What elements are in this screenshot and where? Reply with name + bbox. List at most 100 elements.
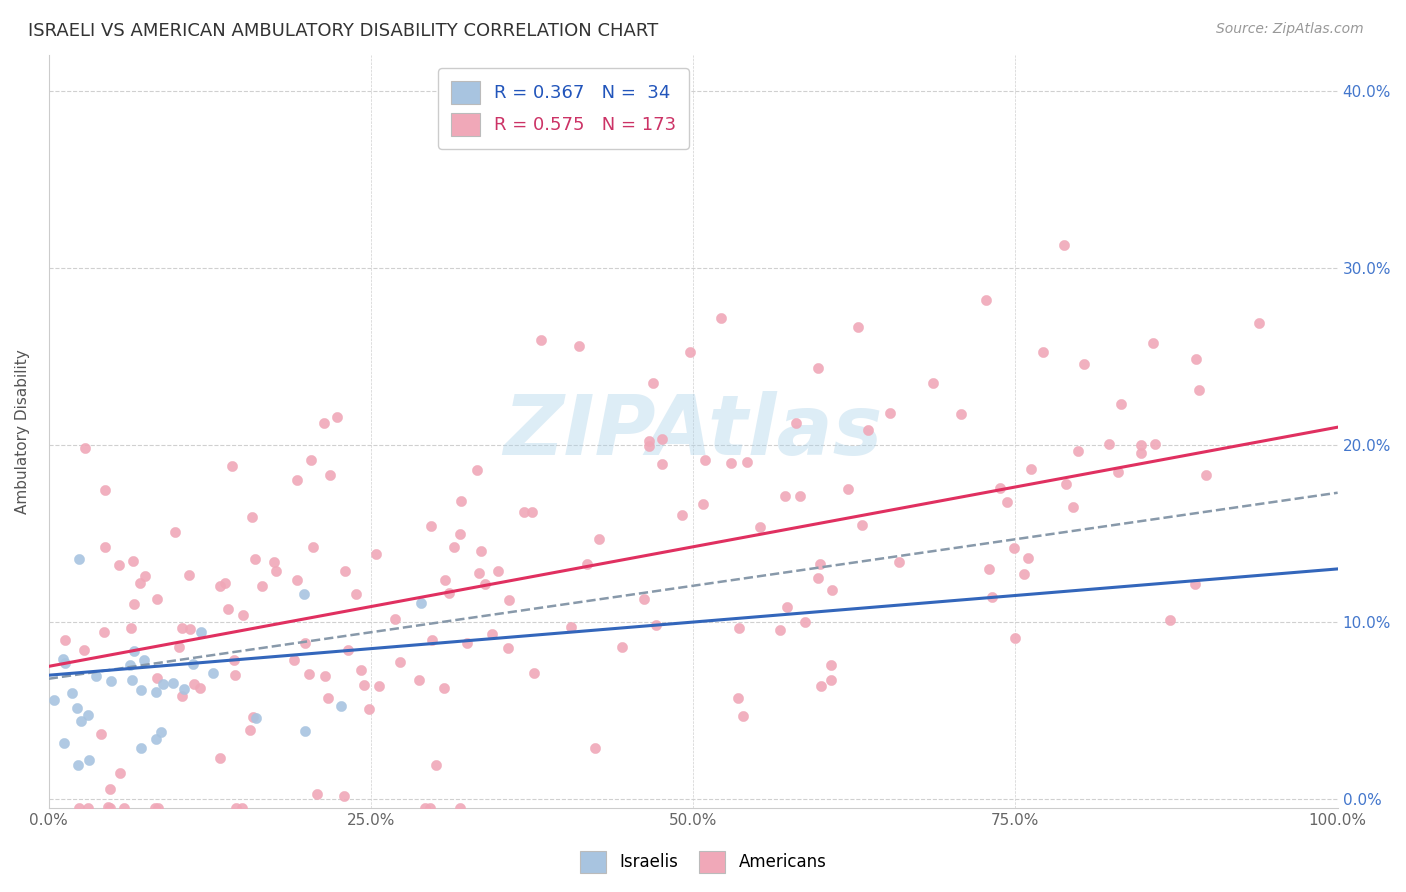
Point: [66, 701, 89, 715]
Point: [837, 482, 859, 496]
Point: [264, 564, 287, 578]
Point: [856, 423, 879, 437]
Point: [1062, 500, 1084, 514]
Point: [1053, 238, 1076, 252]
Point: [1184, 352, 1206, 367]
Point: [776, 600, 799, 615]
Point: [152, 677, 174, 691]
Point: [419, 801, 441, 815]
Point: [384, 612, 406, 626]
Point: [285, 473, 308, 487]
Point: [245, 711, 267, 725]
Point: [69, 801, 91, 815]
Point: [122, 644, 145, 658]
Point: [1247, 316, 1270, 330]
Point: [118, 658, 141, 673]
Point: [134, 569, 156, 583]
Point: [312, 416, 335, 430]
Point: [93, 540, 115, 554]
Point: [523, 665, 546, 680]
Point: [167, 640, 190, 654]
Point: [1109, 397, 1132, 411]
Point: [146, 591, 169, 606]
Point: [1017, 550, 1039, 565]
Point: [1054, 477, 1077, 491]
Point: [232, 608, 254, 623]
Point: [337, 643, 360, 657]
Point: [222, 652, 245, 666]
Point: [583, 740, 606, 755]
Point: [242, 710, 264, 724]
Text: Source: ZipAtlas.com: Source: ZipAtlas.com: [1216, 22, 1364, 37]
Point: [294, 636, 316, 650]
Point: [359, 702, 381, 716]
Point: [77, 708, 100, 723]
Point: [638, 434, 661, 448]
Point: [748, 519, 770, 533]
Point: [292, 587, 315, 601]
Point: [307, 787, 329, 801]
Point: [456, 636, 478, 650]
Point: [242, 509, 264, 524]
Point: [1184, 576, 1206, 591]
Point: [329, 699, 352, 714]
Point: [610, 640, 633, 655]
Point: [879, 407, 901, 421]
Point: [60, 686, 83, 700]
Point: [821, 583, 844, 598]
Point: [807, 571, 830, 585]
Point: [949, 408, 972, 422]
Point: [344, 587, 367, 601]
Point: [298, 667, 321, 681]
Point: [411, 596, 433, 610]
Point: [165, 524, 187, 539]
Point: [922, 376, 945, 390]
Point: [129, 576, 152, 591]
Point: [1107, 465, 1129, 479]
Point: [889, 555, 911, 569]
Point: [70, 714, 93, 728]
Point: [90, 727, 112, 741]
Point: [162, 676, 184, 690]
Point: [100, 673, 122, 688]
Point: [146, 801, 169, 815]
Point: [979, 562, 1001, 576]
Point: [413, 801, 436, 815]
Point: [52, 736, 75, 750]
Point: [1188, 383, 1211, 397]
Point: [851, 517, 873, 532]
Point: [449, 801, 471, 815]
Point: [1195, 467, 1218, 482]
Point: [263, 555, 285, 569]
Point: [465, 463, 488, 477]
Point: [637, 439, 659, 453]
Point: [496, 640, 519, 655]
Point: [108, 765, 131, 780]
Point: [520, 505, 543, 519]
Point: [353, 678, 375, 692]
Point: [425, 758, 447, 772]
Point: [129, 682, 152, 697]
Point: [301, 540, 323, 554]
Point: [474, 576, 496, 591]
Point: [120, 621, 142, 635]
Point: [408, 673, 430, 687]
Point: [208, 579, 231, 593]
Point: [692, 497, 714, 511]
Point: [225, 801, 247, 815]
Point: [179, 622, 201, 636]
Point: [132, 653, 155, 667]
Point: [420, 632, 443, 647]
Legend: R = 0.367   N =  34, R = 0.575   N = 173: R = 0.367 N = 34, R = 0.575 N = 173: [439, 68, 689, 149]
Text: ZIPAtlas: ZIPAtlas: [503, 391, 883, 472]
Point: [183, 677, 205, 691]
Point: [316, 691, 339, 706]
Point: [789, 489, 811, 503]
Point: [145, 685, 167, 699]
Point: [1130, 438, 1153, 452]
Point: [1067, 444, 1090, 458]
Point: [145, 732, 167, 747]
Point: [820, 657, 842, 672]
Point: [710, 310, 733, 325]
Point: [214, 575, 236, 590]
